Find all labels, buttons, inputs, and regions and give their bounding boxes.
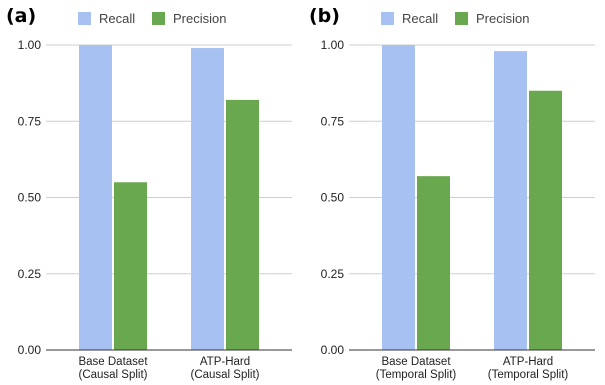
y-tick-label: 1.00	[18, 38, 42, 52]
bar-recall	[494, 51, 527, 350]
y-tick-label: 0.75	[321, 114, 345, 128]
chart-panel-a: (a) Recall Precision 0.00 0.25 0.50 0.75 1.00 Ba…	[0, 0, 302, 385]
bar-chart-a: (a) Recall Precision 0.00 0.25 0.50 0.75 1.00 Ba…	[6, 5, 292, 381]
bar-chart-b: (b) Recall Precision 0.00 0.25 0.50 0.75 1.00 Ba…	[309, 5, 595, 381]
x-category-label: (Causal Split)	[190, 369, 259, 381]
x-category-label: (Temporal Split)	[376, 369, 457, 381]
bar-precision	[114, 182, 147, 350]
bar-precision	[529, 90, 562, 350]
legend-swatch-recall	[381, 12, 394, 25]
bar-recall	[191, 48, 224, 351]
x-category-label: (Causal Split)	[78, 369, 147, 381]
y-tick-label: 0.50	[321, 191, 345, 205]
bar-precision	[417, 176, 450, 350]
panel-label: (b)	[309, 5, 340, 27]
y-tick-label: 1.00	[321, 38, 345, 52]
legend-label-recall: Recall	[402, 11, 438, 26]
bar-recall	[382, 45, 415, 350]
x-category-label: Base Dataset	[78, 356, 148, 368]
y-tick-label: 0.25	[321, 267, 345, 281]
y-tick-label: 0.50	[18, 191, 42, 205]
x-category-label: Base Dataset	[381, 356, 451, 368]
legend-label-precision: Precision	[173, 11, 226, 26]
legend-swatch-recall	[78, 12, 91, 25]
legend-swatch-precision	[455, 12, 468, 25]
x-category-label: ATP-Hard	[200, 356, 250, 368]
y-tick-label: 0.75	[18, 114, 42, 128]
x-category-label: ATP-Hard	[503, 356, 553, 368]
x-category-label: (Temporal Split)	[488, 369, 569, 381]
bar-recall	[79, 45, 112, 350]
chart-panel-b: (b) Recall Precision 0.00 0.25 0.50 0.75 1.00 Ba…	[303, 0, 605, 385]
legend-label-precision: Precision	[476, 11, 529, 26]
bar-precision	[226, 99, 259, 351]
y-tick-label: 0.25	[18, 267, 42, 281]
legend-swatch-precision	[152, 12, 165, 25]
y-tick-label: 0.00	[18, 343, 42, 357]
y-tick-label: 0.00	[321, 343, 345, 357]
panel-label: (a)	[6, 5, 36, 27]
legend-label-recall: Recall	[99, 11, 135, 26]
